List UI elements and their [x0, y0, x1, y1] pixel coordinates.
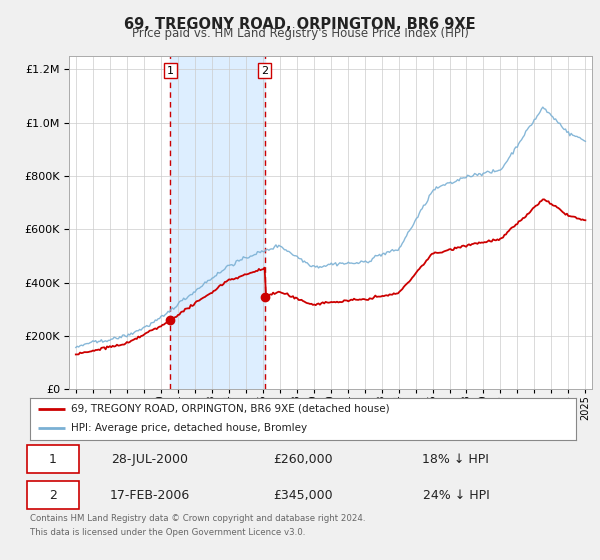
Text: Contains HM Land Registry data © Crown copyright and database right 2024.: Contains HM Land Registry data © Crown c… — [30, 514, 365, 523]
FancyBboxPatch shape — [27, 445, 79, 473]
Text: £260,000: £260,000 — [273, 452, 333, 466]
Text: 2: 2 — [261, 66, 268, 76]
FancyBboxPatch shape — [27, 481, 79, 509]
Text: 18% ↓ HPI: 18% ↓ HPI — [422, 452, 490, 466]
Text: 24% ↓ HPI: 24% ↓ HPI — [422, 488, 489, 502]
Text: 2: 2 — [49, 488, 57, 502]
Text: 17-FEB-2006: 17-FEB-2006 — [110, 488, 190, 502]
Text: 28-JUL-2000: 28-JUL-2000 — [112, 452, 188, 466]
Text: HPI: Average price, detached house, Bromley: HPI: Average price, detached house, Brom… — [71, 423, 307, 433]
Text: 1: 1 — [167, 66, 174, 76]
Text: £345,000: £345,000 — [273, 488, 333, 502]
Bar — [170, 56, 265, 389]
Text: 69, TREGONY ROAD, ORPINGTON, BR6 9XE (detached house): 69, TREGONY ROAD, ORPINGTON, BR6 9XE (de… — [71, 404, 389, 414]
Text: 1: 1 — [49, 452, 57, 466]
Text: Price paid vs. HM Land Registry's House Price Index (HPI): Price paid vs. HM Land Registry's House … — [131, 27, 469, 40]
Text: This data is licensed under the Open Government Licence v3.0.: This data is licensed under the Open Gov… — [30, 528, 305, 537]
Text: 69, TREGONY ROAD, ORPINGTON, BR6 9XE: 69, TREGONY ROAD, ORPINGTON, BR6 9XE — [124, 17, 476, 32]
